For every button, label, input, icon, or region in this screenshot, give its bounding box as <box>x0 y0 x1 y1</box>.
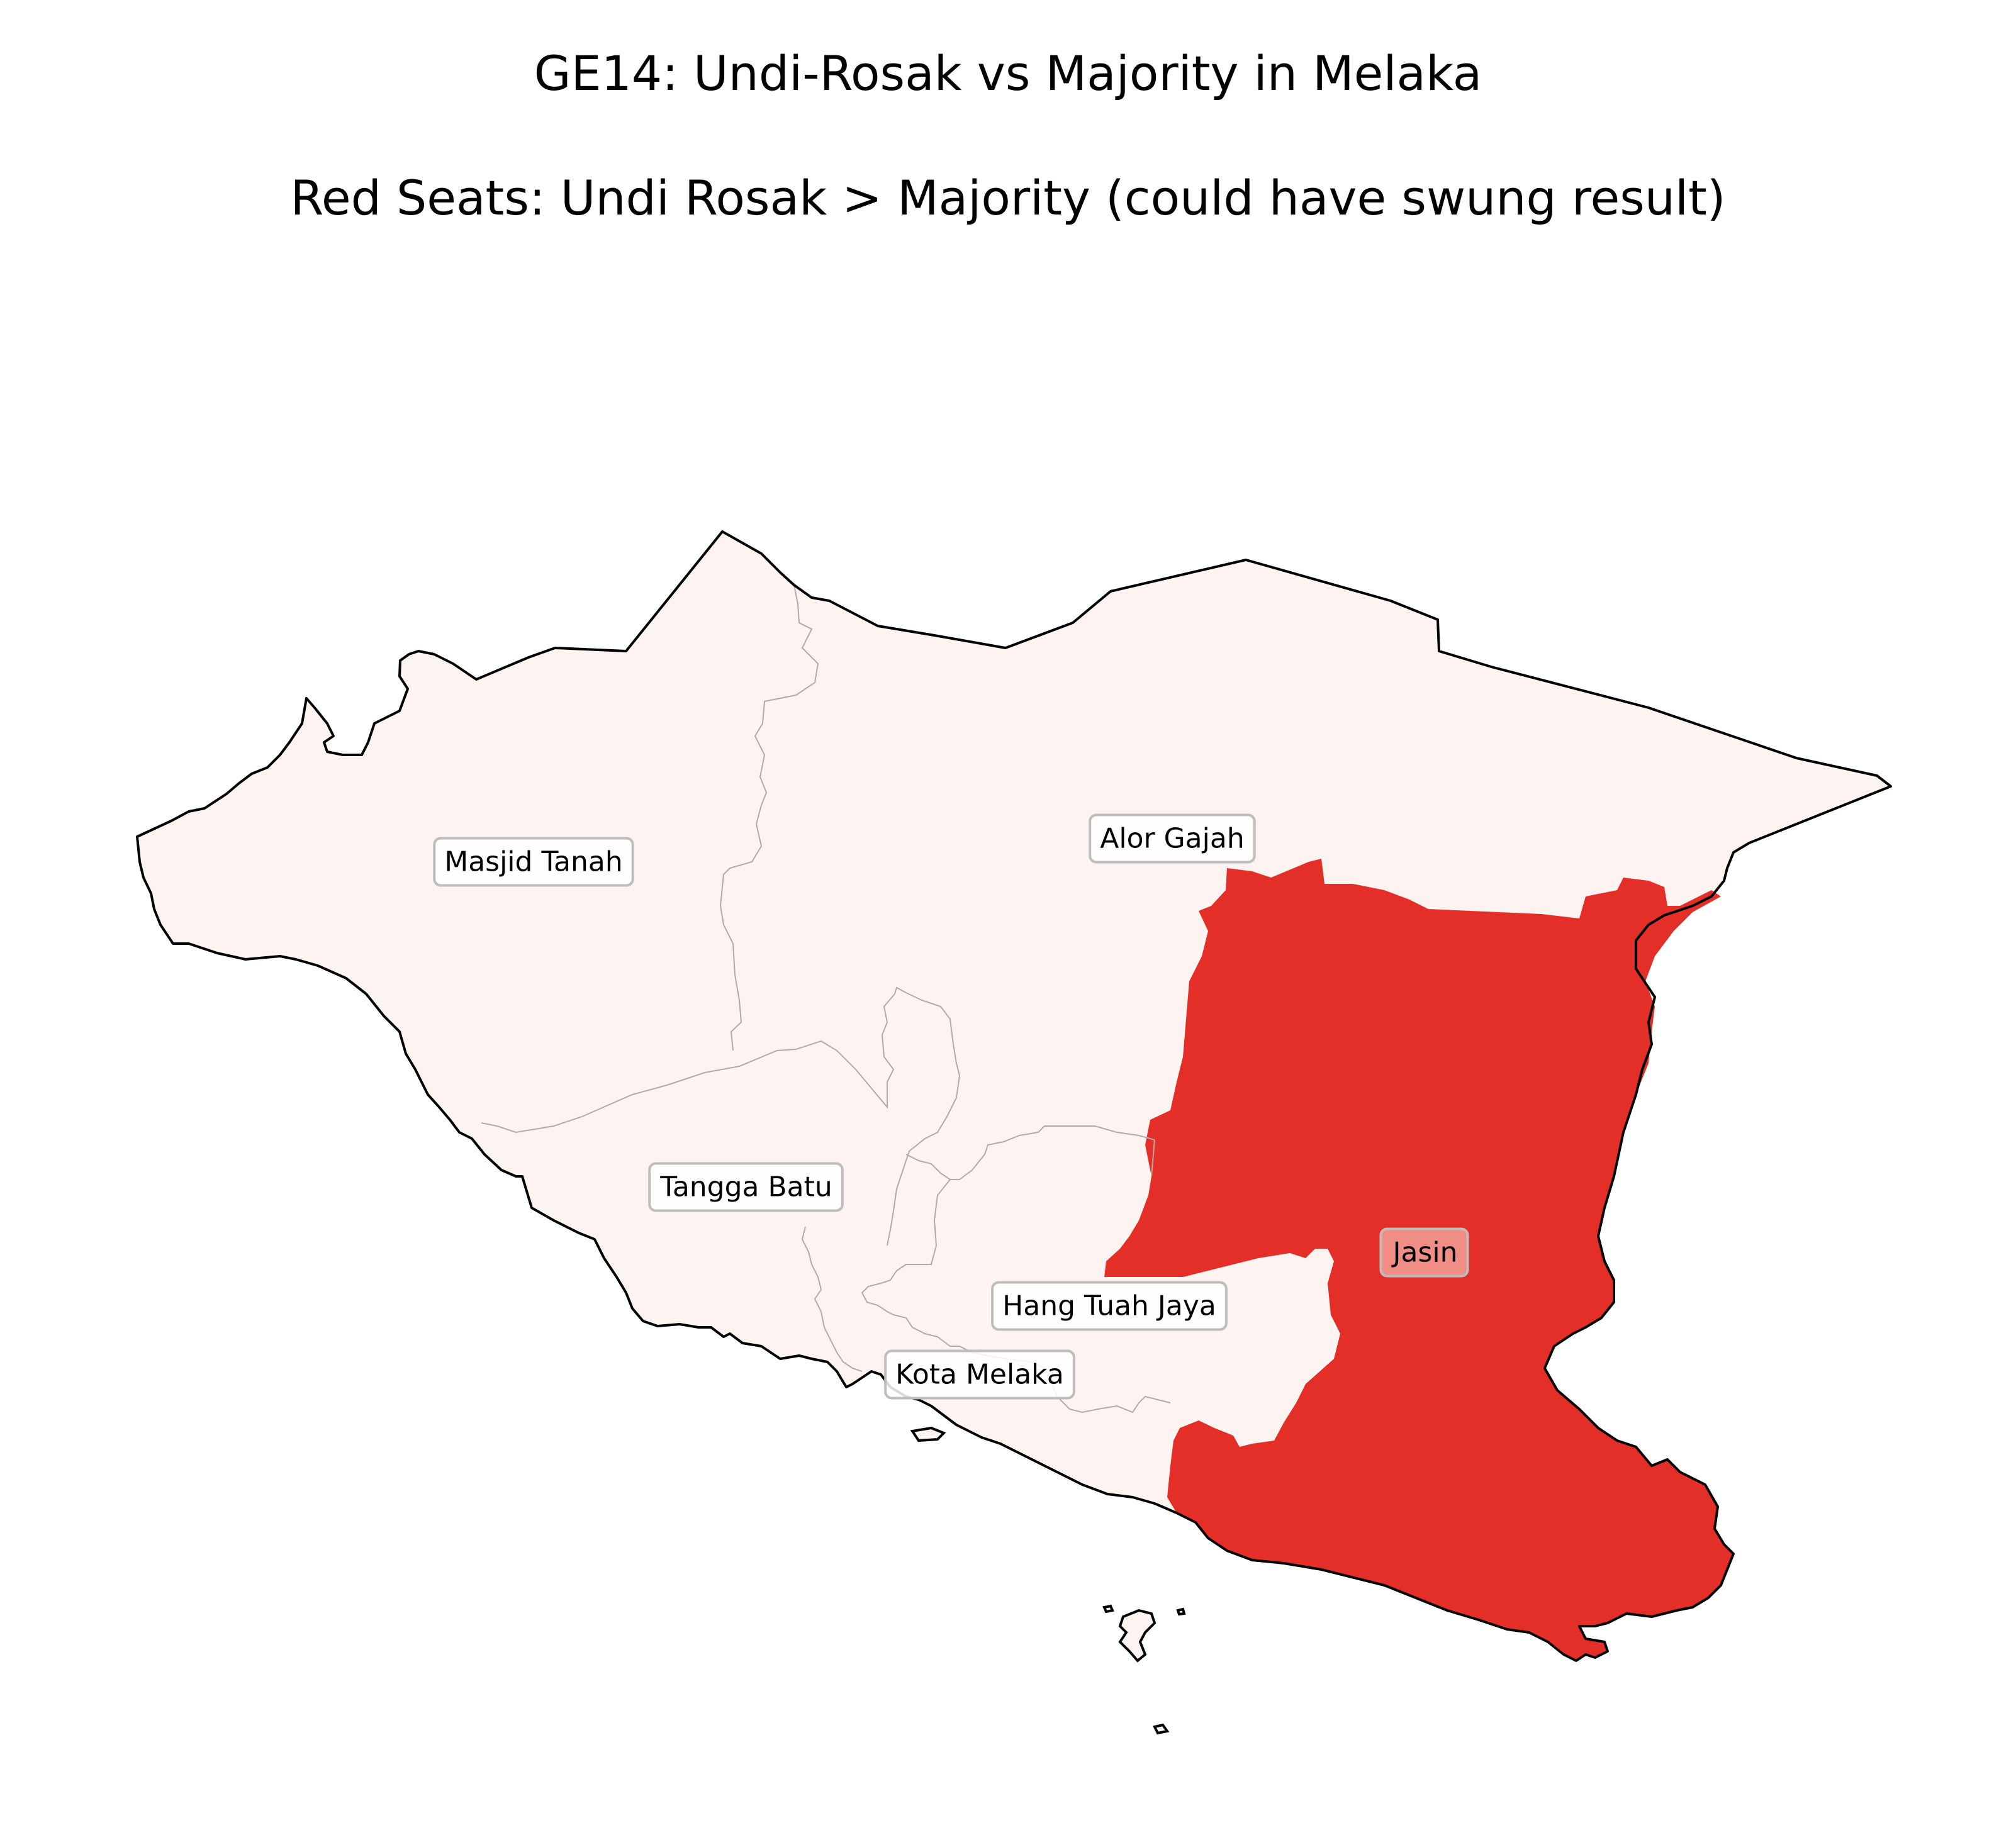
island-small-2 <box>1153 1723 1170 1735</box>
boundary-tangga-batu-alor-gajah <box>887 986 961 1246</box>
seat-label-text: Masjid Tanah <box>444 846 623 878</box>
seat-label-text: Jasin <box>1391 1237 1458 1269</box>
island-pulau-besar <box>1118 1609 1156 1663</box>
boundary-tangga-batu-kota-melaka <box>801 1226 863 1372</box>
seat-label-box <box>884 1349 1075 1400</box>
island-small-4 <box>1176 1607 1186 1616</box>
boundary-masjid-tanah-tangga-batu <box>481 993 895 1134</box>
seat-label-box <box>991 1281 1228 1331</box>
seat-label-tangga-batu: Tangga Batu <box>648 1162 844 1212</box>
boundary-masjid-tanah-alor-gajah <box>719 584 819 1051</box>
seat-label-jasin: Jasin <box>1379 1227 1469 1278</box>
boundary-alor-gajah-jasin <box>1151 1139 1155 1177</box>
seat-label-text: Kota Melaka <box>895 1359 1064 1391</box>
seat-label-text: Alor Gajah <box>1100 823 1244 855</box>
seat-label-box <box>1379 1227 1469 1278</box>
map-subtitle: Red Seats: Undi Rosak > Majority (could … <box>290 170 1726 226</box>
seat-label-text: Tangga Batu <box>659 1171 832 1203</box>
seat-label-box <box>1089 813 1256 864</box>
seat-label-hang-tuah-jaya: Hang Tuah Jaya <box>991 1281 1228 1331</box>
island-small-3 <box>1102 1604 1114 1614</box>
boundary-tangga-batu-hang-tuah-jaya <box>861 1179 988 1356</box>
state-outline <box>136 530 1892 1662</box>
seat-label-box <box>433 837 634 887</box>
boundary-alor-gajah-hang-tuah-jaya <box>905 1125 1155 1180</box>
seat-label-kota-melaka: Kota Melaka <box>884 1349 1075 1400</box>
seat-label-masjid-tanah: Masjid Tanah <box>433 837 634 887</box>
seat-label-text: Hang Tuah Jaya <box>1002 1290 1216 1322</box>
map-title: GE14: Undi-Rosak vs Majority in Melaka <box>534 45 1482 101</box>
seat-label-alor-gajah: Alor Gajah <box>1089 813 1256 864</box>
seat-labels: Masjid Tanah Alor Gajah Tangga Batu Hang Tu… <box>433 813 1469 1400</box>
island-small-1 <box>910 1426 946 1442</box>
islands <box>910 1426 1186 1735</box>
seat-label-box <box>648 1162 844 1212</box>
internal-seat-boundaries <box>481 584 1171 1414</box>
